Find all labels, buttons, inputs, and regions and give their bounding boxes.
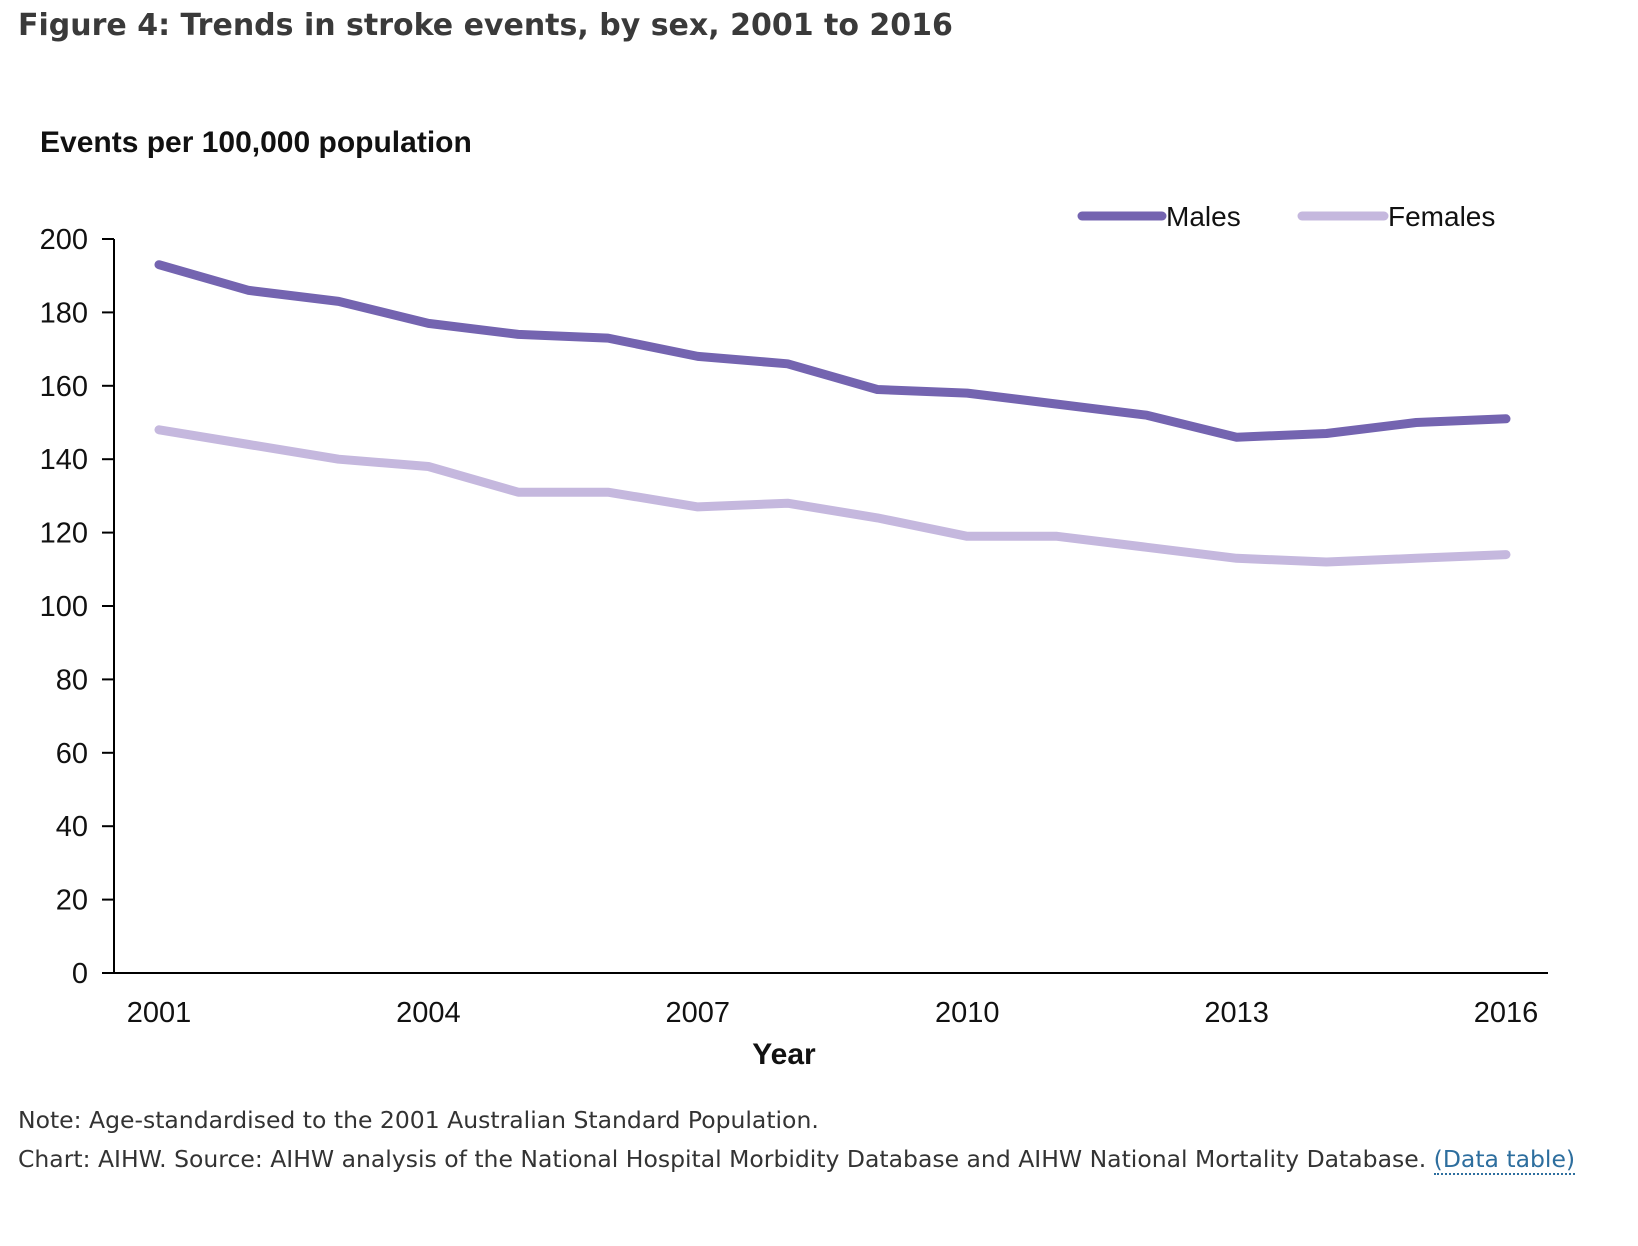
- x-tick-label: 2007: [666, 997, 731, 1029]
- x-tick-label: 2010: [935, 997, 1000, 1029]
- y-axis-title: Events per 100,000 population: [40, 126, 472, 159]
- data-table-link[interactable]: (Data table): [1433, 1145, 1576, 1175]
- legend: Males Females: [1077, 201, 1495, 232]
- chart-source: Chart: AIHW. Source: AIHW analysis of th…: [18, 1145, 1576, 1175]
- line-chart: Events per 100,000 population 0 20 40 60 80 1…: [40, 126, 1548, 1071]
- series-line-females: [154, 425, 1511, 567]
- x-tick-label: 2013: [1204, 997, 1269, 1029]
- series-line-males: [154, 260, 1511, 442]
- legend-label-females: Females: [1388, 201, 1495, 232]
- y-tick-label: 100: [40, 591, 88, 623]
- legend-label-males: Males: [1166, 201, 1241, 232]
- y-tick-label: 160: [40, 371, 88, 403]
- chart-note: Note: Age-standardised to the 2001 Austr…: [18, 1106, 819, 1134]
- chart-source-text: Chart: AIHW. Source: AIHW analysis of th…: [18, 1145, 1427, 1173]
- x-tick-label: 2001: [127, 997, 192, 1029]
- y-tick-label: 60: [56, 738, 88, 770]
- figure-title: Figure 4: Trends in stroke events, by se…: [18, 8, 953, 43]
- x-axis: 2001 2004 2007 2010 2013 2016: [114, 972, 1548, 1029]
- series-lines: [154, 260, 1511, 567]
- x-axis-title: Year: [752, 1038, 816, 1071]
- y-tick-label: 80: [56, 664, 88, 696]
- y-tick-label: 140: [40, 444, 88, 476]
- x-tick-label: 2016: [1474, 997, 1539, 1029]
- y-tick-label: 120: [40, 518, 88, 550]
- y-tick-label: 40: [56, 811, 88, 843]
- y-tick-label: 200: [40, 224, 88, 256]
- y-tick-label: 20: [56, 885, 88, 917]
- x-tick-label: 2004: [396, 997, 461, 1029]
- y-tick-label: 0: [72, 958, 88, 990]
- y-tick-label: 180: [40, 297, 88, 329]
- y-axis: 0 20 40 60 80 100 120 140 160 180 200: [40, 224, 115, 990]
